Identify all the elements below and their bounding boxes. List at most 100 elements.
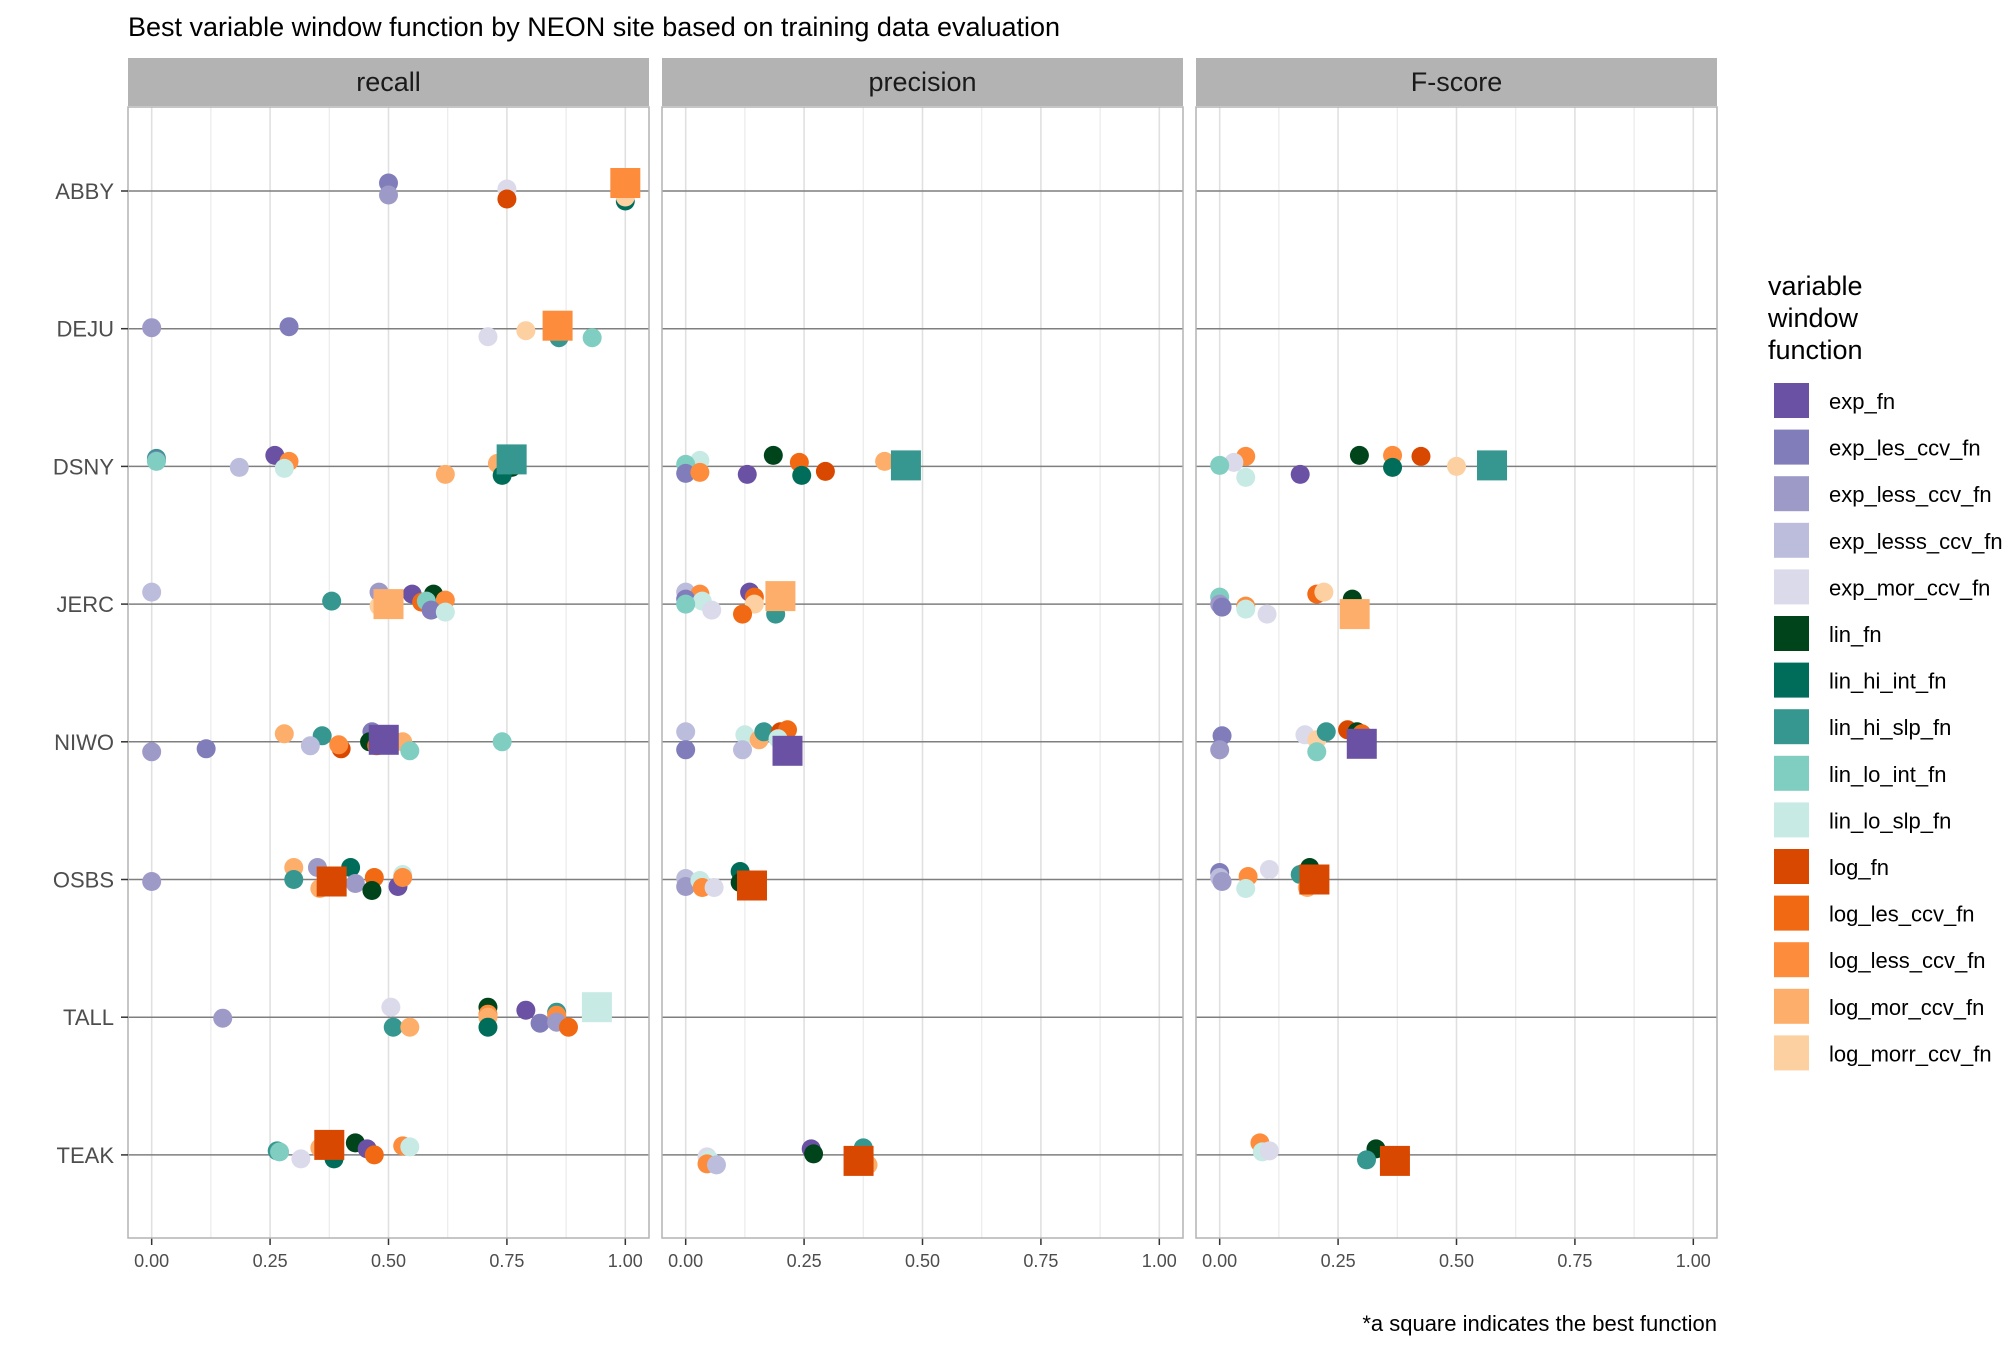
point: [1212, 872, 1232, 891]
legend-label: lin_hi_slp_fn: [1829, 715, 1951, 740]
point: [582, 328, 602, 348]
legend-label: lin_lo_slp_fn: [1829, 808, 1951, 833]
point: [291, 1149, 311, 1169]
point: [704, 878, 724, 897]
legend-swatch: [1774, 383, 1809, 418]
point: [530, 1013, 550, 1033]
point: [1212, 726, 1232, 746]
legend-label: lin_hi_int_fn: [1829, 669, 1946, 694]
legend-label: exp_lesss_ccv_fn: [1829, 529, 2003, 554]
point: [516, 1000, 536, 1020]
point: [364, 1145, 384, 1165]
best-point-square: [1379, 1145, 1410, 1176]
legend-label: lin_fn: [1829, 622, 1882, 647]
point: [1357, 1150, 1377, 1170]
legend-swatch: [1774, 988, 1809, 1024]
point: [265, 445, 285, 465]
point: [1236, 879, 1256, 898]
y-tick-label: OSBS: [53, 868, 114, 893]
best-point-square: [772, 735, 803, 766]
point: [400, 1137, 420, 1157]
point: [478, 1017, 498, 1037]
best-point-square: [542, 310, 573, 341]
point: [815, 461, 835, 481]
best-point-square: [843, 1145, 874, 1176]
x-tick-label: 0.25: [1321, 1251, 1356, 1271]
point: [702, 600, 722, 620]
best-point-square: [581, 992, 612, 1023]
y-tick-label: JERC: [57, 592, 115, 617]
point: [690, 462, 710, 482]
x-tick-label: 0.75: [1557, 1251, 1592, 1271]
point: [381, 997, 401, 1017]
panel-recall: recall 0.00 0.25 0.50 0.75 1.00: [127, 58, 650, 1271]
x-tick-label: 0.00: [668, 1251, 703, 1271]
panel-strip: [662, 58, 1183, 106]
x-tick-label: 0.75: [489, 1251, 524, 1271]
point: [1259, 1141, 1279, 1161]
x-tick-label: 0.50: [371, 1251, 406, 1271]
point: [1236, 599, 1256, 619]
panel-border: [127, 106, 650, 1239]
point: [875, 451, 895, 471]
point: [1212, 597, 1232, 617]
x-tick-label: 0.00: [1202, 1251, 1237, 1271]
best-point-square: [736, 870, 767, 901]
legend-label: lin_lo_int_fn: [1829, 762, 1946, 787]
point: [676, 722, 696, 742]
legend-label: log_mor_ccv_fn: [1829, 995, 1984, 1020]
best-point-square: [316, 866, 347, 897]
legend-swatch: [1774, 802, 1809, 838]
legend-swatch: [1774, 429, 1809, 465]
point: [1210, 740, 1230, 760]
best-point-square: [890, 450, 921, 481]
y-tick-label: ABBY: [55, 179, 114, 204]
x-tick-label: 1.00: [1142, 1251, 1177, 1271]
point: [1259, 860, 1279, 879]
point: [1411, 446, 1431, 466]
y-tick-label: NIWO: [54, 730, 114, 755]
x-tick-label: 0.75: [1023, 1251, 1058, 1271]
x-tick-label: 0.00: [134, 1251, 169, 1271]
legend-label: log_less_ccv_fn: [1829, 948, 1986, 973]
best-point-square: [496, 444, 527, 475]
point: [142, 582, 162, 602]
best-point-square: [1339, 599, 1370, 630]
point: [142, 872, 162, 891]
y-tick-label: TEAK: [57, 1143, 115, 1168]
x-tick-label: 1.00: [1676, 1251, 1711, 1271]
best-point-square: [373, 589, 404, 620]
point: [229, 457, 249, 477]
point: [435, 602, 455, 622]
legend-swatch: [1774, 849, 1809, 884]
point: [792, 465, 812, 485]
point: [1236, 467, 1256, 487]
panel-border: [661, 106, 1184, 1239]
point: [142, 742, 162, 762]
point: [362, 881, 382, 900]
point: [733, 604, 753, 624]
point: [763, 445, 783, 465]
point: [142, 318, 162, 338]
point: [329, 735, 349, 755]
point: [804, 1144, 824, 1164]
legend-swatch: [1774, 476, 1809, 512]
x-tick-label: 0.50: [905, 1251, 940, 1271]
point: [492, 732, 512, 752]
x-tick-label: 0.25: [253, 1251, 288, 1271]
legend-swatch: [1774, 709, 1809, 745]
legend-swatch: [1774, 942, 1809, 978]
point: [1257, 604, 1277, 624]
chart-title: Best variable window function by NEON si…: [128, 12, 1060, 42]
panel-strip: [128, 58, 649, 106]
point: [676, 463, 696, 483]
legend-label: log_morr_ccv_fn: [1829, 1041, 1992, 1066]
legend-label: exp_mor_ccv_fn: [1829, 575, 1990, 600]
best-point-square: [765, 581, 796, 612]
legend-label: log_les_ccv_fn: [1829, 902, 1975, 927]
point: [676, 594, 696, 614]
point: [322, 591, 342, 611]
best-point-square: [1299, 864, 1330, 895]
